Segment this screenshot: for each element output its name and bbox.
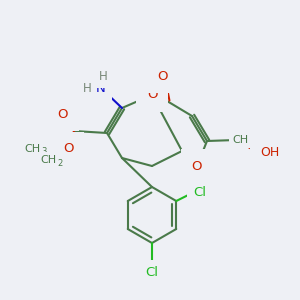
Text: Cl: Cl <box>194 187 207 200</box>
Text: O: O <box>157 70 167 83</box>
Text: Cl: Cl <box>146 266 158 280</box>
Text: N: N <box>96 82 106 94</box>
Text: 2: 2 <box>249 139 255 148</box>
Text: H: H <box>99 70 107 83</box>
Text: OH: OH <box>260 146 279 158</box>
Text: H: H <box>82 82 91 94</box>
Text: 2: 2 <box>57 158 63 167</box>
Text: O: O <box>58 107 68 121</box>
Text: O: O <box>147 88 157 101</box>
Text: 3: 3 <box>41 148 47 157</box>
Text: CH: CH <box>24 144 40 154</box>
Text: CH: CH <box>232 135 248 145</box>
Text: O: O <box>192 160 202 172</box>
Text: CH: CH <box>40 155 56 165</box>
Text: O: O <box>63 142 73 155</box>
